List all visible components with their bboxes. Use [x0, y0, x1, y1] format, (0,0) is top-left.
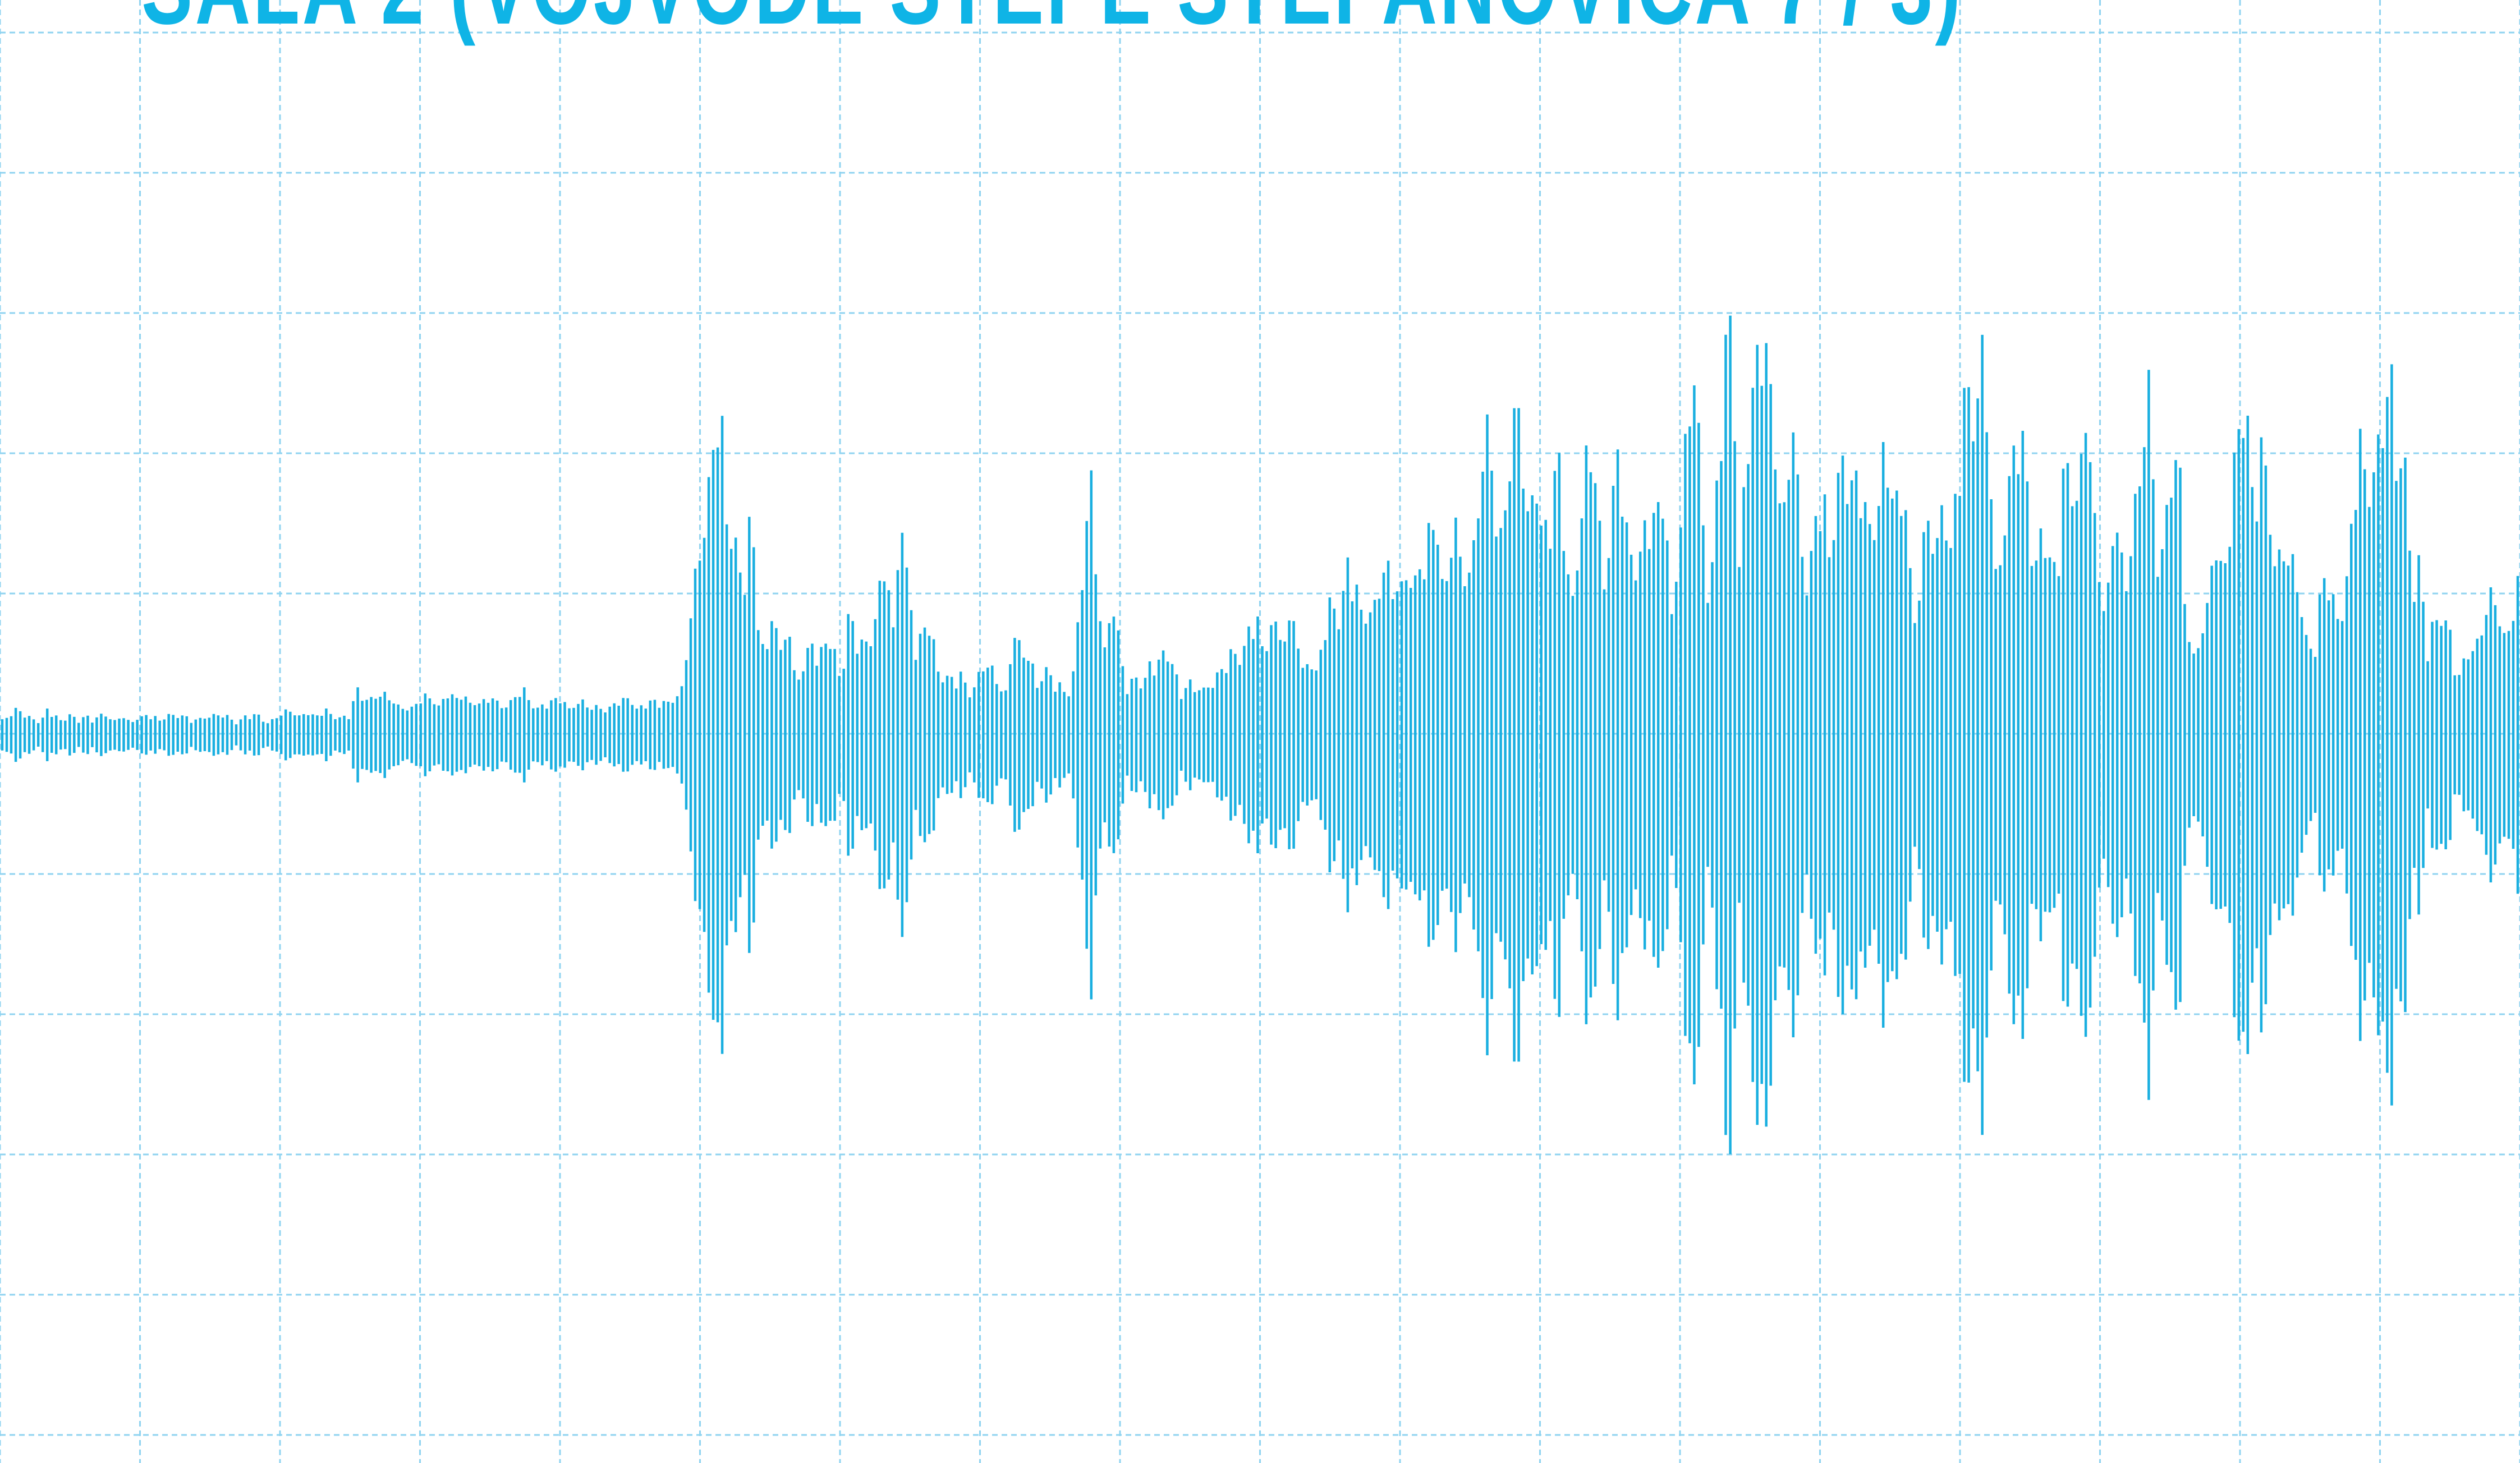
page-title: SALA 2 (VOJVODE STEPE STEPANOVIĆA 7 / 3)	[141, 0, 1963, 40]
